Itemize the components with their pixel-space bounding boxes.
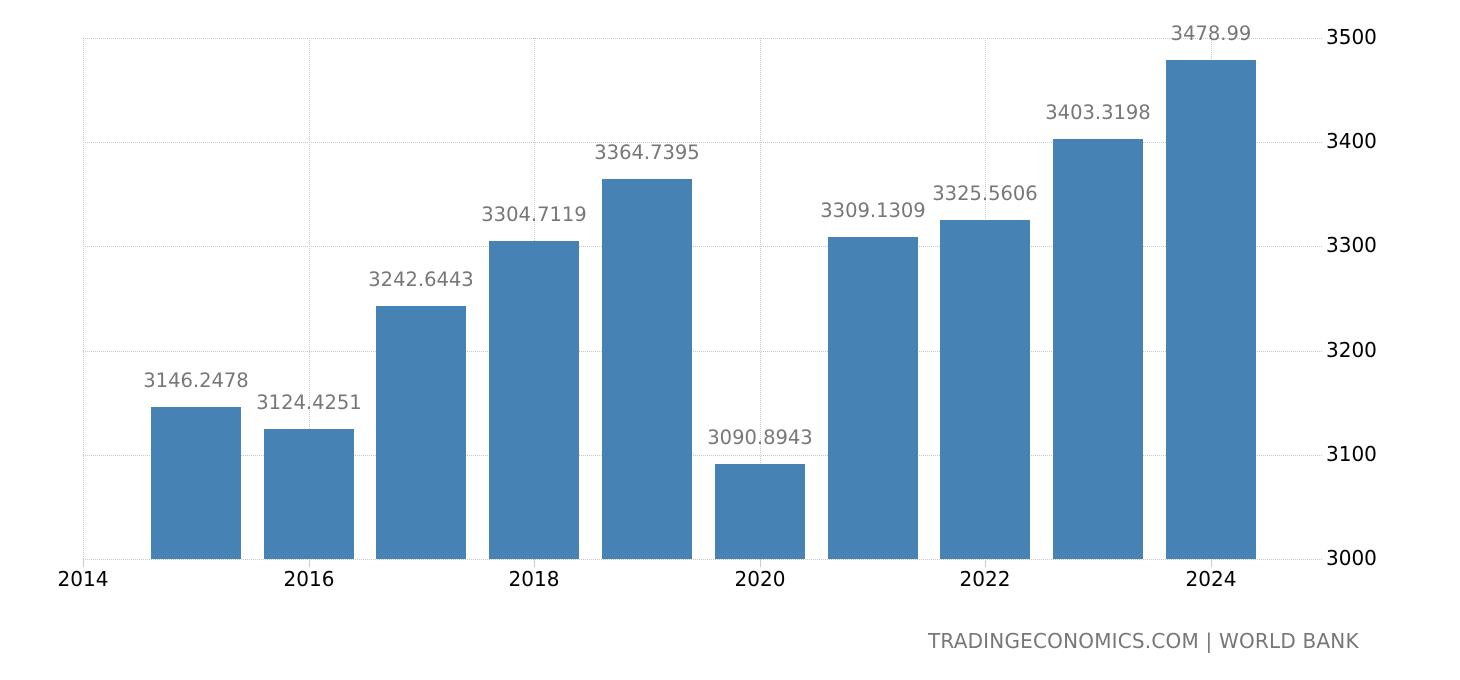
bar-value-label: 3364.7395 (594, 141, 700, 164)
x-tick-mark (1211, 559, 1212, 567)
h-grid-line (83, 142, 1322, 143)
source-credit: TRADINGECONOMICS.COM | WORLD BANK (928, 629, 1359, 653)
bar-2016[interactable] (264, 429, 354, 559)
bar-value-label: 3403.3198 (1045, 101, 1151, 124)
h-grid-line (83, 351, 1322, 352)
y-tick-label: 3500 (1326, 25, 1377, 49)
bar-2020[interactable] (715, 464, 805, 559)
y-tick-label: 3400 (1326, 129, 1377, 153)
bar-2017[interactable] (376, 306, 466, 559)
h-grid-line (83, 246, 1322, 247)
h-grid-line (83, 559, 1322, 560)
x-tick-mark (534, 559, 535, 567)
x-tick-label: 2024 (1185, 567, 1237, 591)
h-grid-line (83, 38, 1322, 39)
v-grid-line (309, 38, 310, 559)
x-tick-mark (760, 559, 761, 567)
bar-2024[interactable] (1166, 60, 1256, 559)
bar-value-label: 3478.99 (1170, 22, 1252, 45)
bar-2018[interactable] (489, 241, 579, 559)
bar-2015[interactable] (151, 407, 241, 559)
v-grid-line (760, 38, 761, 559)
x-tick-label: 2018 (508, 567, 560, 591)
bar-2023[interactable] (1053, 139, 1143, 559)
x-tick-mark (985, 559, 986, 567)
x-tick-label: 2014 (57, 567, 109, 591)
x-tick-mark (83, 559, 84, 567)
bar-value-label: 3304.7119 (481, 203, 587, 226)
x-tick-label: 2016 (283, 567, 335, 591)
bar-value-label: 3090.8943 (707, 426, 813, 449)
x-tick-mark (309, 559, 310, 567)
y-tick-label: 3200 (1326, 338, 1377, 362)
bar-value-label: 3309.1309 (820, 199, 926, 222)
y-tick-label: 3100 (1326, 442, 1377, 466)
y-tick-label: 3000 (1326, 546, 1377, 570)
bar-value-label: 3242.6443 (368, 268, 474, 291)
bar-2019[interactable] (602, 179, 692, 559)
bar-value-label: 3124.4251 (256, 391, 362, 414)
bar-2022[interactable] (940, 220, 1030, 559)
bar-2021[interactable] (828, 237, 918, 559)
bar-value-label: 3325.5606 (932, 182, 1038, 205)
x-tick-label: 2020 (734, 567, 786, 591)
bar-value-label: 3146.2478 (143, 369, 249, 392)
x-tick-label: 2022 (959, 567, 1011, 591)
h-grid-line (83, 455, 1322, 456)
y-tick-label: 3300 (1326, 233, 1377, 257)
v-grid-line (83, 38, 84, 559)
